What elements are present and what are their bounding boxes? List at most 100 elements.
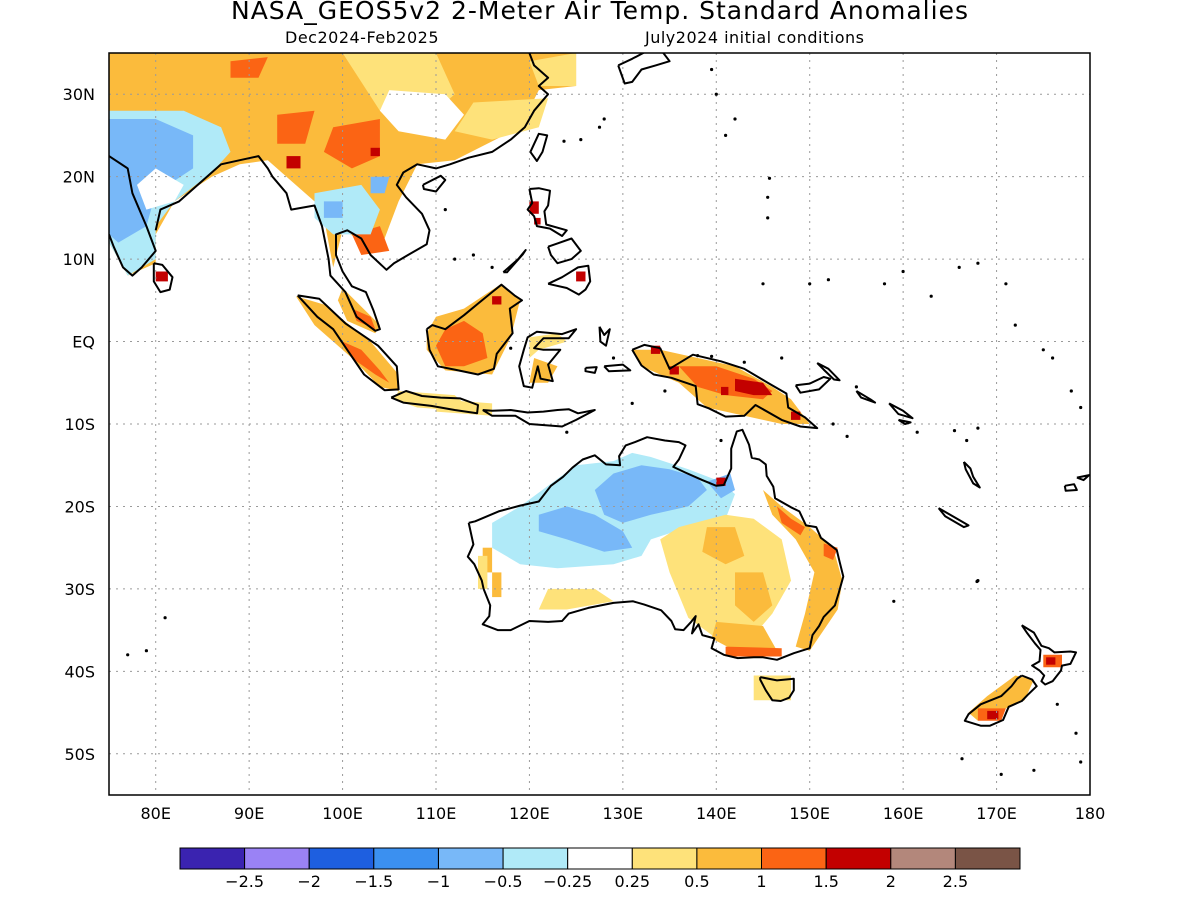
island-dot bbox=[710, 67, 714, 72]
island-dot bbox=[565, 430, 569, 434]
colorbar-swatch bbox=[890, 847, 956, 870]
island-dot bbox=[126, 653, 130, 657]
anomaly-region bbox=[529, 333, 567, 358]
colorbar-swatch bbox=[373, 847, 439, 870]
coastline bbox=[631, 343, 819, 430]
chart-title: NASA_GEOS5v2 2-Meter Air Temp. Standard … bbox=[231, 0, 969, 25]
colorbar-label: −1 bbox=[427, 872, 451, 891]
island-dot bbox=[1055, 702, 1059, 706]
lat-tick-label: 20S bbox=[64, 497, 95, 516]
island-dot bbox=[960, 757, 964, 761]
island-dot bbox=[1079, 760, 1083, 764]
coastline bbox=[421, 174, 447, 193]
anomaly-region bbox=[721, 386, 729, 396]
coastline bbox=[547, 237, 582, 265]
island-dot bbox=[710, 354, 714, 358]
island-dot bbox=[761, 282, 765, 286]
lat-tick-label: 30N bbox=[63, 85, 95, 104]
coastline bbox=[584, 366, 598, 374]
lat-tick-label: 40S bbox=[64, 662, 95, 681]
coastline bbox=[855, 390, 877, 404]
anomaly-region bbox=[323, 119, 380, 169]
colorbar-label: 1.5 bbox=[813, 872, 838, 891]
anomaly-region bbox=[753, 675, 791, 701]
anomaly-region bbox=[109, 53, 577, 276]
coastline bbox=[617, 53, 671, 85]
island-dot bbox=[999, 772, 1003, 777]
coastline bbox=[1076, 474, 1090, 482]
island-dot bbox=[1004, 282, 1008, 286]
anomaly-region bbox=[351, 308, 376, 330]
map-frame bbox=[108, 52, 1091, 796]
anomaly-region bbox=[529, 358, 558, 383]
colorbar-label: −2.5 bbox=[225, 872, 264, 891]
lat-tick-label: 50S bbox=[64, 745, 95, 764]
lon-tick-label: 140E bbox=[696, 804, 737, 823]
island-dot bbox=[767, 176, 772, 180]
coastline bbox=[518, 328, 578, 389]
anomaly-region bbox=[379, 90, 464, 140]
island-dot bbox=[1032, 768, 1036, 772]
coastline bbox=[390, 390, 479, 415]
lat-tick-label: 30S bbox=[64, 580, 95, 599]
lon-tick-label: 80E bbox=[140, 804, 170, 823]
island-dot bbox=[1013, 323, 1017, 327]
island-dot bbox=[471, 253, 475, 257]
anomaly-region bbox=[137, 168, 184, 210]
coastline bbox=[154, 53, 550, 332]
anomaly-region bbox=[323, 201, 343, 218]
island-dot bbox=[766, 195, 770, 199]
colorbar-swatch bbox=[438, 847, 504, 870]
island-dot bbox=[766, 216, 770, 220]
anomaly-region bbox=[735, 378, 773, 396]
anomaly-region bbox=[702, 527, 745, 565]
anomaly-region bbox=[777, 506, 805, 536]
anomaly-region bbox=[538, 588, 614, 610]
anomaly-region bbox=[286, 156, 301, 169]
island-dot bbox=[724, 133, 728, 137]
island-dot bbox=[696, 354, 700, 358]
colorbar-swatch bbox=[696, 847, 763, 870]
island-dot bbox=[780, 356, 784, 360]
island-dot bbox=[742, 360, 746, 364]
colorbar-swatch bbox=[502, 847, 569, 870]
island-dot bbox=[144, 649, 148, 653]
forecast-period: Dec2024-Feb2025 bbox=[285, 28, 439, 47]
lat-tick-label: 10S bbox=[64, 415, 95, 434]
anomaly-region bbox=[478, 555, 488, 589]
anomaly-region bbox=[763, 490, 843, 651]
island-dot bbox=[562, 139, 566, 143]
island-dot bbox=[719, 438, 723, 443]
lat-tick-label: 20N bbox=[63, 168, 95, 187]
island-dot bbox=[490, 265, 494, 269]
colorbar-swatch bbox=[825, 847, 892, 870]
island-dot bbox=[915, 430, 919, 434]
island-dot bbox=[975, 579, 979, 584]
colorbar-label: −2 bbox=[297, 872, 321, 891]
island-dot bbox=[957, 265, 961, 269]
anomaly-region bbox=[529, 53, 577, 86]
island-dot bbox=[588, 410, 592, 414]
colorbar-swatch bbox=[567, 847, 633, 870]
colorbar-label: 2 bbox=[886, 872, 896, 891]
anomaly-region bbox=[436, 320, 488, 367]
anomaly-region bbox=[277, 110, 315, 144]
island-dot bbox=[579, 138, 583, 142]
colorbar-swatch bbox=[308, 847, 375, 870]
anomaly-region bbox=[370, 176, 390, 194]
island-dot bbox=[509, 346, 513, 350]
island-dot bbox=[976, 261, 980, 265]
colorbar-swatch bbox=[179, 847, 246, 870]
anomaly-region bbox=[711, 621, 777, 651]
anomaly-region bbox=[314, 184, 380, 235]
island-dot bbox=[733, 117, 737, 121]
island-dot bbox=[965, 438, 969, 443]
lon-tick-label: 120E bbox=[509, 804, 550, 823]
coastline bbox=[963, 674, 1038, 727]
coastline bbox=[152, 262, 174, 294]
anomaly-region bbox=[492, 572, 502, 598]
coastline bbox=[526, 187, 568, 237]
island-dot bbox=[845, 434, 849, 438]
initial-conditions: July2024 initial conditions bbox=[645, 28, 865, 47]
anomaly-region bbox=[725, 646, 782, 657]
